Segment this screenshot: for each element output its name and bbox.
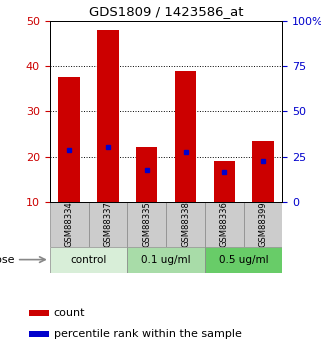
Bar — [97, 30, 118, 202]
Text: 0.1 ug/ml: 0.1 ug/ml — [141, 255, 191, 265]
Text: GSM88336: GSM88336 — [220, 201, 229, 247]
FancyBboxPatch shape — [50, 247, 127, 273]
Bar — [214, 161, 235, 202]
Text: percentile rank within the sample: percentile rank within the sample — [54, 329, 241, 339]
FancyBboxPatch shape — [89, 202, 127, 247]
Bar — [58, 77, 80, 202]
Text: GSM88335: GSM88335 — [142, 201, 151, 247]
Text: GSM88338: GSM88338 — [181, 201, 190, 247]
Bar — [136, 147, 157, 202]
Text: control: control — [70, 255, 107, 265]
Title: GDS1809 / 1423586_at: GDS1809 / 1423586_at — [89, 5, 243, 18]
FancyBboxPatch shape — [205, 202, 244, 247]
Bar — [29, 309, 49, 316]
FancyBboxPatch shape — [205, 247, 282, 273]
FancyBboxPatch shape — [166, 202, 205, 247]
Text: 0.5 ug/ml: 0.5 ug/ml — [219, 255, 268, 265]
Bar — [175, 70, 196, 202]
FancyBboxPatch shape — [244, 202, 282, 247]
Bar — [252, 141, 274, 202]
Text: GSM88337: GSM88337 — [103, 201, 112, 247]
FancyBboxPatch shape — [50, 202, 89, 247]
FancyBboxPatch shape — [127, 202, 166, 247]
Text: count: count — [54, 308, 85, 318]
FancyBboxPatch shape — [127, 247, 205, 273]
Text: GSM88399: GSM88399 — [259, 201, 268, 247]
Text: dose: dose — [0, 255, 15, 265]
Text: GSM88334: GSM88334 — [65, 201, 74, 247]
Bar — [29, 331, 49, 337]
